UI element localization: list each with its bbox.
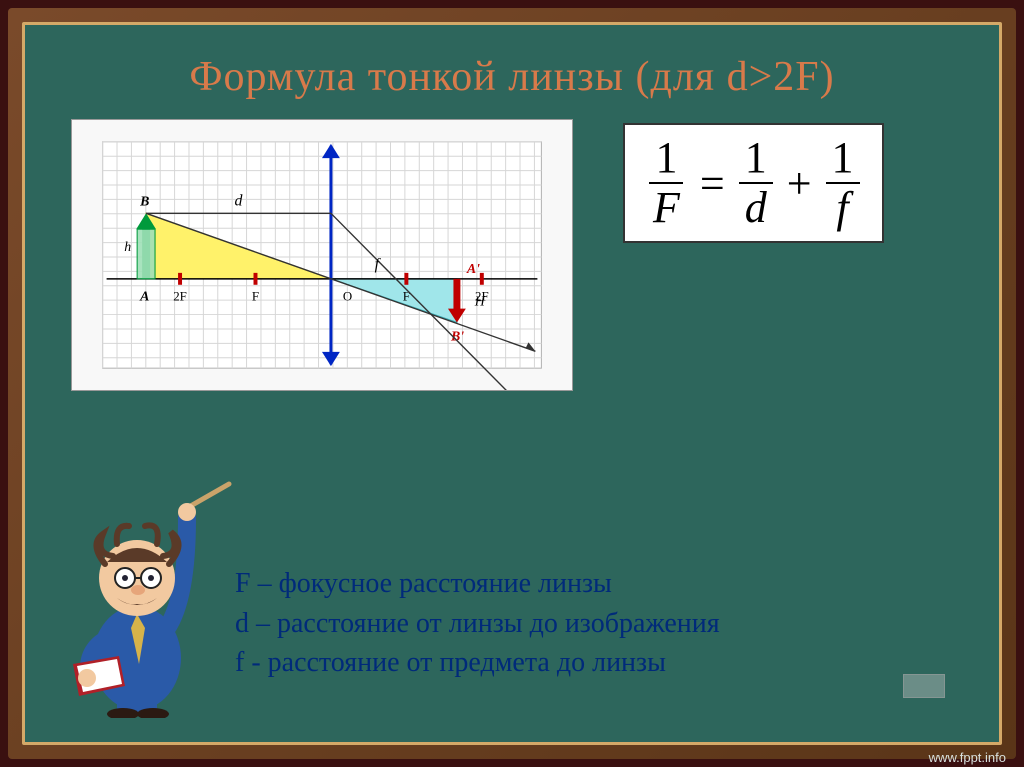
slide-title: Формула тонкой линзы (для d>2F) [65,53,959,101]
variable-legend: F – фокусное расстояние линзы d – рассто… [235,564,720,682]
equals-sign: = [696,158,729,209]
svg-text:B': B' [450,329,464,344]
teacher-illustration [59,478,239,718]
legend-line-F: F – фокусное расстояние линзы [235,564,720,603]
frac-1-over-d: 1 d [739,135,773,231]
svg-text:B: B [139,194,149,209]
thin-lens-formula: 1 F = 1 d + 1 f [647,135,860,231]
num-1: 1 [649,135,683,184]
num-1c: 1 [826,135,860,184]
svg-text:h: h [124,240,131,255]
svg-text:H: H [474,295,486,310]
svg-text:O: O [343,290,352,304]
svg-text:A': A' [466,262,480,277]
plus-sign: + [783,158,816,209]
num-1b: 1 [739,135,773,184]
den-F: F [647,184,686,231]
svg-text:2F: 2F [173,290,187,304]
diagram-svg: 2FFF2FOABhA'B'Hdf [72,120,572,390]
den-d: d [739,184,773,231]
lens-diagram: 2FFF2FOABhA'B'Hdf [71,119,573,391]
formula-box: 1 F = 1 d + 1 f [623,123,884,243]
frac-1-over-F: 1 F [647,135,686,231]
legend-line-d: d – расстояние от линзы до изображения [235,604,720,643]
svg-text:d: d [235,192,243,209]
svg-text:F: F [252,290,259,304]
footer-link[interactable]: www.fppt.info [929,750,1006,765]
next-slide-button[interactable] [903,674,945,698]
den-fs: f [830,184,854,231]
svg-text:A: A [139,290,149,305]
frac-1-over-f: 1 f [826,135,860,231]
legend-line-f: f - расстояние от предмета до линзы [235,643,720,682]
content-row: 2FFF2FOABhA'B'Hdf 1 F = 1 d + 1 [71,119,959,391]
